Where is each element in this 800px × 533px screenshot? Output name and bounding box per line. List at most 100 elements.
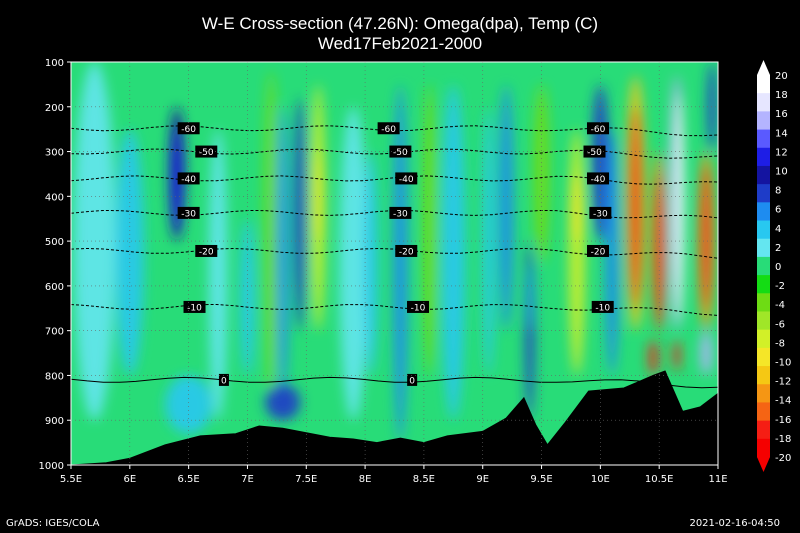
omega-cell — [648, 339, 659, 376]
contour-label: -20 — [399, 247, 414, 257]
colorbar-swatch — [757, 366, 770, 385]
colorbar-swatch — [757, 93, 770, 112]
colorbar-swatch — [757, 384, 770, 403]
contour-label-bg — [583, 145, 606, 158]
colorbar-label: -10 — [775, 358, 791, 369]
colorbar-label: -16 — [775, 415, 791, 426]
colorbar-label: 14 — [775, 128, 788, 139]
colorbar-label: 12 — [775, 147, 788, 158]
omega-cell — [115, 129, 144, 376]
contour-label: -50 — [587, 148, 602, 158]
colorbar-swatch — [757, 347, 770, 367]
colorbar-label: 20 — [775, 71, 788, 82]
y-tick-label: 800 — [45, 371, 64, 382]
temperature-contours: -60 -60 -60-50 -50 -50-40 -40 -40-30 -30 -30-20-… — [71, 122, 718, 389]
x-tick-label: 6.5E — [178, 474, 200, 485]
colorbar-swatch — [757, 275, 770, 294]
contour-label-bg — [587, 172, 610, 185]
x-tick-label: 8.5E — [413, 474, 435, 485]
temp-contour — [71, 125, 718, 137]
contour-label: -20 — [199, 247, 214, 257]
contour-label: -60 — [181, 125, 196, 135]
contour-label-bg — [589, 206, 612, 219]
contour-label: 0 — [221, 376, 227, 386]
contour-label-bg — [389, 206, 412, 219]
colorbar-label: -18 — [775, 434, 791, 445]
colorbar-swatch — [757, 256, 770, 276]
colorbar-label: -2 — [775, 281, 785, 292]
omega-cell — [441, 84, 466, 421]
omega-cell — [673, 339, 681, 371]
colorbar-swatch — [757, 75, 770, 94]
omega-cell — [629, 106, 642, 309]
contour-label-bg — [183, 300, 206, 313]
x-tick-label: 11E — [708, 474, 727, 485]
colorbar-label: -20 — [775, 453, 791, 464]
contour-label: -30 — [393, 209, 408, 219]
colorbar-label: 2 — [775, 243, 781, 254]
y-tick-label: 300 — [45, 148, 64, 159]
x-tick-label: 5.5E — [60, 474, 82, 485]
colorbar-label: -14 — [775, 396, 791, 407]
contour-label-bg — [218, 373, 229, 386]
omega-cell — [339, 106, 368, 421]
y-tick-label: 200 — [45, 103, 64, 114]
contour-label-bg — [195, 244, 218, 257]
footer-credit: GrADS: IGES/COLA — [6, 518, 100, 529]
contour-label: -50 — [393, 148, 408, 158]
omega-cell — [482, 106, 495, 376]
colorbar-swatch — [757, 220, 770, 240]
contour-label: -50 — [199, 148, 214, 158]
omega-cell — [422, 84, 437, 376]
omega-cell — [208, 129, 228, 421]
contour-label: -20 — [591, 247, 606, 257]
temp-contour — [71, 247, 718, 259]
contour-label: -60 — [591, 125, 606, 135]
colorbar-swatch — [757, 329, 770, 349]
omega-cell — [499, 84, 514, 331]
colorbar-label: -8 — [775, 338, 785, 349]
x-tick-label: 7E — [241, 474, 254, 485]
colorbar-swatch — [757, 293, 770, 312]
contour-label-bg — [377, 122, 400, 135]
temp-contour — [71, 148, 718, 159]
contour-label: -10 — [187, 303, 202, 313]
colorbar-label: -12 — [775, 377, 791, 388]
x-tick-label: 10E — [591, 474, 610, 485]
temp-contour — [71, 376, 718, 389]
contour-label: -40 — [181, 175, 196, 185]
x-tick-label: 9.5E — [530, 474, 552, 485]
omega-cell — [265, 384, 301, 421]
contour-label-bg — [407, 300, 430, 313]
contour-label-bg — [177, 122, 200, 135]
x-tick-label: 10.5E — [645, 474, 674, 485]
colorbar-swatch — [757, 238, 770, 258]
contour-label: -10 — [411, 303, 426, 313]
y-tick-label: 600 — [45, 282, 64, 293]
contour-label-bg — [395, 172, 418, 185]
colorbar-swatch — [757, 147, 770, 167]
colorbar-swatch — [757, 129, 770, 149]
contour-label-bg — [177, 206, 200, 219]
contour-label-bg — [591, 300, 614, 313]
omega-cell — [363, 151, 379, 376]
omega-cell — [572, 173, 582, 242]
colorbar-swatch — [757, 165, 770, 185]
y-tick-label: 100 — [45, 58, 64, 69]
colorbar-swatch — [757, 420, 770, 440]
omega-cell — [393, 84, 408, 443]
colorbar-top-arrow — [757, 60, 770, 75]
x-tick-label: 8E — [359, 474, 372, 485]
colorbar-label: 16 — [775, 109, 788, 120]
footer-timestamp: 2021-02-16-04:50 — [689, 518, 780, 529]
colorbar-swatch — [757, 311, 770, 331]
omega-cell — [700, 330, 713, 376]
colorbar-label: -4 — [775, 300, 785, 311]
omega-cell — [654, 173, 664, 331]
contour-label: -60 — [381, 125, 396, 135]
contour-label-bg — [587, 122, 610, 135]
x-tick-label: 7.5E — [295, 474, 317, 485]
omega-cell — [605, 129, 620, 376]
colorbar-swatch — [757, 184, 770, 203]
